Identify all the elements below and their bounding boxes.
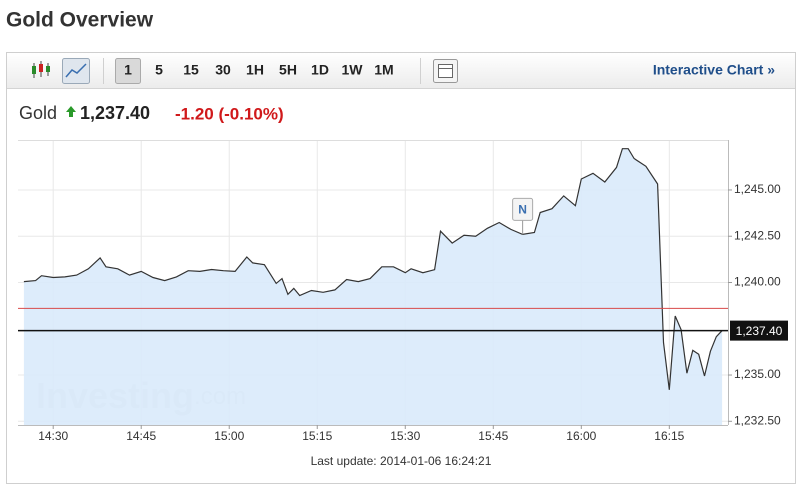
icon-candle	[39, 64, 43, 72]
price-change: -1.20 (-0.10%)	[175, 104, 284, 123]
icon-candle	[32, 66, 36, 74]
x-tick-label: 16:00	[566, 429, 596, 443]
icon-candle	[46, 66, 50, 72]
news-marker-label: N	[518, 203, 527, 217]
instrument-name: Gold	[19, 103, 57, 123]
price: 1,237.40	[80, 103, 150, 123]
period-button[interactable]: 1D	[311, 62, 329, 78]
interactive-chart-link[interactable]: Interactive Chart »	[653, 62, 775, 78]
icon-line	[65, 63, 87, 78]
period-button[interactable]: 1W	[342, 62, 364, 78]
x-tick-label: 15:00	[214, 429, 244, 443]
x-tick-label: 15:30	[390, 429, 420, 443]
price-area	[23, 148, 723, 425]
selected-period-bg	[115, 58, 141, 84]
icon-table	[438, 64, 453, 78]
y-tick-label: 1,232.50	[734, 413, 781, 427]
last-price-tag	[730, 320, 788, 341]
y-tick-label: 1,235.00	[734, 367, 781, 381]
last-update: Last update: 2014-01-06 16:24:21	[311, 454, 492, 468]
period-button[interactable]: 15	[183, 62, 199, 78]
period-button[interactable]: 5	[155, 62, 163, 78]
period-button[interactable]: 1M	[374, 62, 393, 78]
line-icon[interactable]	[62, 58, 90, 84]
period-buttons: 1 5 15 30 1H 5H 1D 1W 1M	[115, 58, 394, 84]
price-line	[23, 148, 723, 390]
y-tick-label: 1,242.50	[734, 228, 781, 242]
up-arrow	[66, 106, 76, 117]
period-button[interactable]: 5H	[279, 62, 297, 78]
period-button[interactable]: 30	[215, 62, 231, 78]
x-tick-label: 14:30	[38, 429, 68, 443]
table-icon[interactable]	[433, 59, 458, 83]
last-price-label: 1,237.40	[736, 324, 783, 338]
period-button[interactable]: 1	[124, 62, 132, 78]
x-tick-label: 15:15	[302, 429, 332, 443]
x-tick-label: 14:45	[126, 429, 156, 443]
x-tick-label: 15:45	[478, 429, 508, 443]
chart: Investing.com1,237.40N1,232.501,235.001,…	[18, 140, 788, 443]
icon-box[interactable]	[62, 58, 90, 84]
news-marker[interactable]	[512, 197, 534, 221]
title: Gold Overview	[6, 9, 154, 32]
x-tick-label: 16:15	[654, 429, 684, 443]
y-tick-label: 1,240.00	[734, 275, 781, 289]
y-tick-label: 1,245.00	[734, 182, 781, 196]
period-button[interactable]: 1H	[246, 62, 264, 78]
candle-icon[interactable]	[29, 59, 53, 83]
